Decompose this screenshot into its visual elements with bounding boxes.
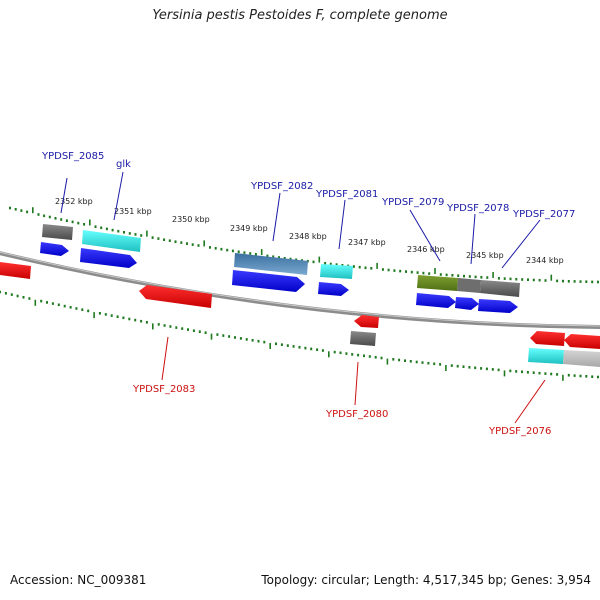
scale-label: 2349 kbp <box>230 224 268 233</box>
cog-block-gray <box>42 224 73 240</box>
forward-cds-arrow <box>478 299 518 313</box>
forward-cds-arrow <box>80 248 137 268</box>
reverse-cds-track <box>0 262 600 349</box>
gene-label-glk: glk <box>116 159 131 170</box>
reverse-cds-arrow <box>139 285 212 308</box>
scale-label: 2348 kbp <box>289 232 327 241</box>
gene-label-ypdsf-2076: YPDSF_2076 <box>488 426 551 437</box>
gene-label-ypdsf-2082: YPDSF_2082 <box>250 181 313 192</box>
genome-backbone <box>0 251 600 329</box>
scale-label: 2351 kbp <box>114 207 152 216</box>
leader-line <box>514 379 546 424</box>
gene-label-ypdsf-2083: YPDSF_2083 <box>132 384 195 395</box>
reverse-cds-arrow <box>530 331 565 346</box>
forward-gene-labels: YPDSF_2085 glk YPDSF_2082 YPDSF_2081 YPD… <box>41 151 575 220</box>
leader-line <box>113 171 124 221</box>
reverse-cds-arrow <box>354 315 379 328</box>
scale-label: 2352 kbp <box>55 197 93 206</box>
leader-line <box>272 192 281 242</box>
leader-line <box>60 177 68 214</box>
leader-line <box>470 213 476 265</box>
genome-summary-text: Topology: circular; Length: 4,517,345 bp… <box>261 573 591 587</box>
reverse-tick-row <box>0 290 599 381</box>
forward-tick-row <box>9 206 599 284</box>
gene-label-ypdsf-2080: YPDSF_2080 <box>325 409 388 420</box>
leader-line <box>338 199 346 250</box>
leader-line <box>161 336 169 381</box>
gene-label-ypdsf-2077: YPDSF_2077 <box>512 209 575 220</box>
gene-label-ypdsf-2078: YPDSF_2078 <box>446 203 509 214</box>
genome-backbone-highlight <box>0 251 600 327</box>
accession-text: Accession: NC_009381 <box>10 573 147 587</box>
cog-block-gray <box>350 331 376 346</box>
scale-label: 2346 kbp <box>407 245 445 254</box>
forward-cog-track <box>42 224 520 297</box>
forward-cds-arrow <box>232 270 305 292</box>
gene-label-ypdsf-2085: YPDSF_2085 <box>41 151 104 162</box>
scale-labels: 2352 kbp 2351 kbp 2350 kbp 2349 kbp 2348… <box>55 197 564 265</box>
gene-label-ypdsf-2081: YPDSF_2081 <box>315 189 378 200</box>
cog-block-cyan <box>320 264 353 279</box>
cog-block-gray <box>457 278 481 293</box>
reverse-gene-labels: YPDSF_2083 YPDSF_2080 YPDSF_2076 <box>132 384 551 437</box>
cog-block-steel <box>234 253 308 275</box>
forward-cds-arrow <box>40 242 69 256</box>
forward-cds-arrow <box>455 297 479 310</box>
scale-label: 2345 kbp <box>466 251 504 260</box>
cog-block-gray <box>480 280 520 297</box>
map-title: Yersinia pestis Pestoides F, complete ge… <box>152 8 448 23</box>
scale-label: 2344 kbp <box>526 256 564 265</box>
scale-label: 2350 kbp <box>172 215 210 224</box>
leader-line <box>501 219 541 269</box>
forward-cds-arrow <box>416 293 456 308</box>
leader-line <box>354 361 359 406</box>
cog-block-cyan <box>82 230 141 252</box>
leader-line <box>409 209 441 262</box>
cog-block-cyan <box>528 348 564 364</box>
cog-block-olive <box>417 275 458 291</box>
gene-label-ypdsf-2079: YPDSF_2079 <box>381 197 444 208</box>
scale-label: 2347 kbp <box>348 238 386 247</box>
reverse-cds-arrow <box>0 262 31 279</box>
reverse-cog-track <box>350 331 600 367</box>
reverse-cds-arrow <box>564 334 600 349</box>
forward-cds-arrow <box>318 282 349 296</box>
label-leaders <box>60 171 546 424</box>
forward-cds-track <box>40 242 518 313</box>
cog-block-lightgray <box>563 350 600 367</box>
